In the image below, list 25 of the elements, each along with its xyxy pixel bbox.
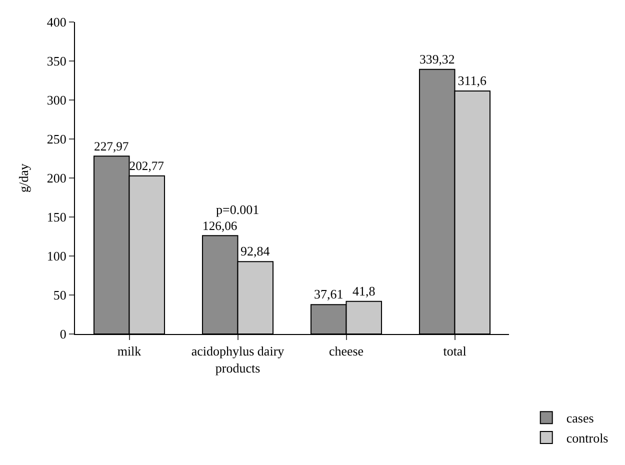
y-tick-label: 150	[46, 210, 66, 225]
legend-label: cases	[566, 410, 594, 426]
data-label: 37,61	[314, 286, 344, 302]
y-tick-label: 400	[46, 14, 66, 30]
y-tick-label: 100	[46, 248, 66, 264]
y-tick-label: 300	[46, 92, 66, 108]
legend-label: controls	[566, 430, 608, 446]
x-tick-label: milk	[117, 344, 142, 359]
x-tick-label: total	[443, 344, 467, 359]
y-tick-label: 50	[53, 288, 66, 303]
annotation: p=0.001	[216, 202, 260, 217]
y-axis-title: g/day	[16, 163, 31, 192]
y-tick-label: 0	[60, 326, 66, 342]
data-label: 126,06	[202, 218, 238, 233]
data-label: 202,77	[129, 158, 164, 173]
y-tick-label: 250	[46, 132, 66, 147]
data-label: 92,84	[240, 244, 270, 259]
data-label: 311,6	[458, 72, 488, 88]
data-label: 227,97	[94, 139, 129, 154]
y-tick-label: 200	[46, 170, 66, 186]
x-tick-label: cheese	[328, 344, 364, 359]
data-label: 41,8	[352, 283, 376, 298]
x-tick-label: acidophylus dairy products	[191, 344, 285, 376]
y-tick-label: 350	[46, 54, 66, 69]
data-label: 339,32	[420, 52, 455, 66]
